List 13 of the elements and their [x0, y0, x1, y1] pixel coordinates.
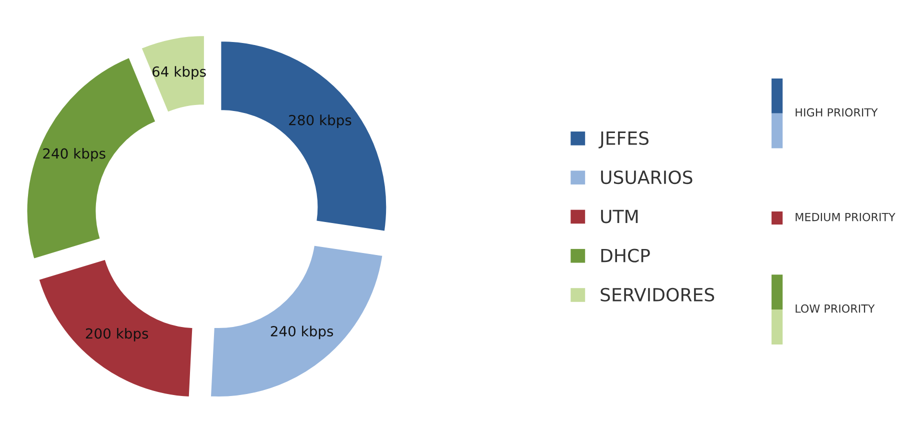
data-label: 240 kbps: [43, 148, 106, 162]
text: LOW PRIORITY: [796, 304, 875, 313]
data-label: 280 kbps: [289, 114, 352, 128]
legend-label: USUARIOS: [601, 170, 692, 184]
legend-label: UTM: [601, 210, 638, 224]
data-label: 200 kbps: [86, 328, 148, 342]
legend-label: JEFES: [598, 131, 649, 148]
legend-label: DHCP: [601, 248, 650, 262]
legend-label: SERVIDORES: [600, 288, 714, 302]
text: MEDIUM PRIORITY: [796, 212, 896, 222]
data-label: 64 kbps: [152, 66, 206, 80]
text: HIGH PRIORITY: [796, 108, 878, 117]
data-label: 240 kbps: [270, 326, 334, 340]
